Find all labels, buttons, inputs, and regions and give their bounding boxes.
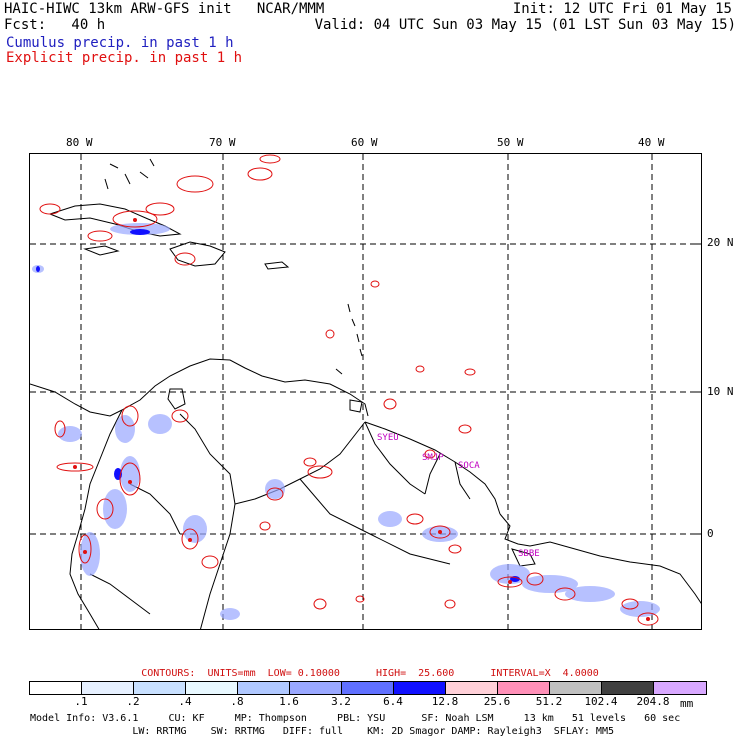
lon-label-60w: 60 W [351, 136, 378, 149]
station-label-smjp: SMJP [422, 453, 444, 463]
explicit-precip-label: Explicit precip. in past 1 h [6, 50, 243, 66]
legend-swatch [446, 682, 498, 694]
legend-swatch [186, 682, 238, 694]
legend-tick-label: 25.6 [483, 695, 511, 708]
lon-label-80w: 80 W [66, 136, 93, 149]
lat-label-20n: 20 N [707, 236, 734, 249]
map-canvas [30, 154, 701, 629]
legend-tick-label: 6.4 [383, 695, 403, 708]
legend-unit: mm [680, 697, 694, 710]
lat-label-10n: 10 N [707, 385, 734, 398]
legend-swatch [498, 682, 550, 694]
station-label-syeu: SYEU [377, 433, 399, 443]
precip-legend-bar [29, 681, 707, 695]
legend-tick-label: 204.8 [636, 695, 670, 708]
legend-swatch [394, 682, 446, 694]
legend-swatch [602, 682, 654, 694]
legend-tick-label: 102.4 [584, 695, 618, 708]
lon-label-50w: 50 W [497, 136, 524, 149]
explicit-precip-core [73, 218, 650, 621]
legend-tick-label: 3.2 [331, 695, 351, 708]
grid-ticks [690, 243, 701, 535]
forecast-hour: Fcst: 40 h [4, 17, 106, 33]
legend-tick-label: .4 [178, 695, 192, 708]
cumulus-precip-label: Cumulus precip. in past 1 h [6, 35, 234, 51]
cumulus-precip [32, 223, 660, 620]
lon-label-40w: 40 W [638, 136, 665, 149]
precip-map: SYEU SMJP SOCA SBBE [29, 153, 702, 630]
legend-tick-label: .2 [126, 695, 140, 708]
legend-swatch [82, 682, 134, 694]
coastlines [30, 158, 701, 629]
cumulus-precip-heavy [36, 229, 520, 582]
legend-swatch [238, 682, 290, 694]
legend-tick-label: 1.6 [279, 695, 299, 708]
legend-swatch [134, 682, 186, 694]
legend-swatch [290, 682, 342, 694]
legend-tick-label: 51.2 [535, 695, 563, 708]
model-title: HAIC-HIWC 13km ARW-GFS init NCAR/MMM [4, 1, 325, 17]
model-info-line1: Model Info: V3.6.1 CU: KF MP: Thompson P… [30, 713, 681, 724]
legend-swatch [342, 682, 394, 694]
lon-label-70w: 70 W [209, 136, 236, 149]
legend-tick-label: .8 [230, 695, 244, 708]
station-label-sbbe: SBBE [518, 549, 540, 559]
valid-time: Valid: 04 UTC Sun 03 May 15 (01 LST Sun … [314, 17, 736, 33]
legend-tick-label: 12.8 [431, 695, 459, 708]
legend-swatch [550, 682, 602, 694]
legend-swatch [30, 682, 82, 694]
init-time: Init: 12 UTC Fri 01 May 15 [512, 1, 732, 17]
legend-swatch [654, 682, 706, 694]
lat-lon-grid [30, 154, 701, 629]
station-label-soca: SOCA [458, 461, 480, 471]
lat-label-equator: 0 [707, 527, 714, 540]
contours-info: CONTOURS: UNITS=mm LOW= 0.10000 HIGH= 25… [141, 668, 599, 679]
model-info-line2: LW: RRTMG SW: RRTMG DIFF: full KM: 2D Sm… [30, 726, 614, 737]
explicit-precip [39, 154, 659, 626]
legend-tick-label: .1 [74, 695, 88, 708]
